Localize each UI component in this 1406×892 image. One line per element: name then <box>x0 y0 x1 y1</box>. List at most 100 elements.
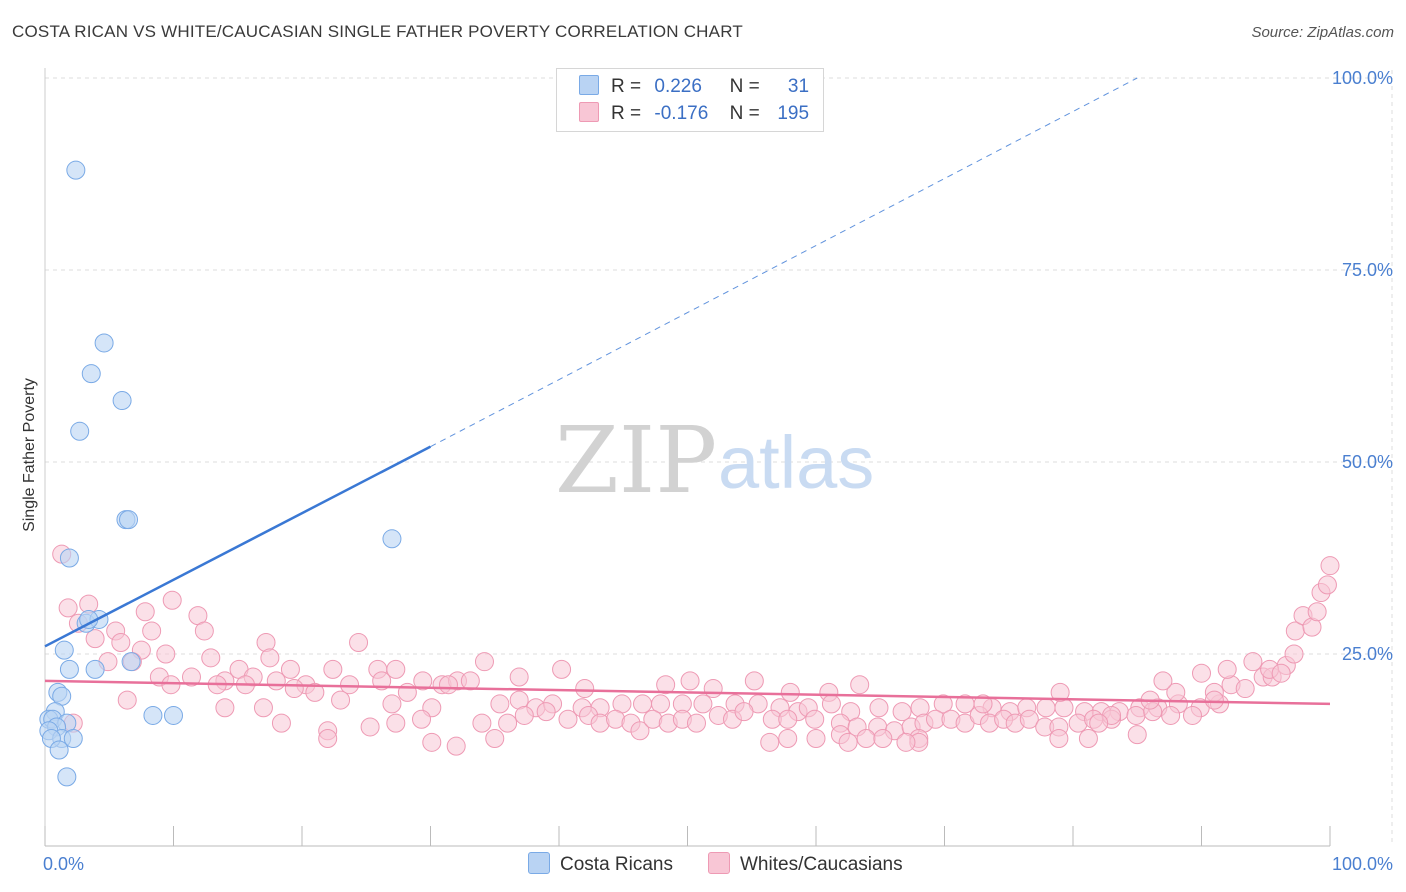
costa-ricans-point <box>57 767 77 787</box>
whites-point <box>806 728 826 748</box>
bottom-legend-pink-label: Whites/Caucasians <box>740 854 903 875</box>
whites-point <box>973 694 993 714</box>
correlation-legend: R = 0.226 N = 31 R = -0.176 N = 195 <box>556 68 824 132</box>
whites-point <box>194 621 214 641</box>
whites-point <box>856 728 876 748</box>
whites-point <box>372 671 392 691</box>
whites-point <box>1284 644 1304 664</box>
whites-point <box>58 598 78 618</box>
whites-point <box>142 621 162 641</box>
whites-points <box>52 544 1340 756</box>
whites-point <box>703 679 723 699</box>
legend-pink-r: -0.176 <box>654 103 709 124</box>
costa-ricans-point <box>59 548 79 568</box>
costa-ricans-point <box>382 529 402 549</box>
whites-point <box>514 705 534 725</box>
whites-point <box>933 694 953 714</box>
bottom-legend-costa-ricans: Costa Ricans <box>528 852 673 876</box>
tick-labels: 25.0% 50.0% 75.0% 100.0% 0.0% 100.0% <box>43 68 1393 874</box>
whites-point <box>1320 556 1340 576</box>
legend-blue-n: 31 <box>787 76 810 97</box>
bottom-legend-whites: Whites/Caucasians <box>708 852 903 876</box>
costa-ricans-point <box>54 640 74 660</box>
whites-point <box>280 659 300 679</box>
whites-point <box>156 644 176 664</box>
whites-point <box>656 675 676 695</box>
whites-point <box>575 679 595 699</box>
whites-point <box>1235 679 1255 699</box>
x-tick-label-min: 0.0% <box>43 854 84 874</box>
whites-point <box>1204 690 1224 710</box>
whites-point <box>85 629 105 649</box>
whites-point <box>382 694 402 714</box>
whites-point <box>318 728 338 748</box>
whites-point <box>460 671 480 691</box>
whites-point <box>117 690 137 710</box>
whites-point <box>215 698 235 718</box>
trend-lines <box>44 77 1331 706</box>
whites-point <box>323 659 343 679</box>
costa-ricans-point <box>59 659 79 679</box>
whites-point <box>446 736 466 756</box>
legend-n-label: N = <box>729 103 760 124</box>
legend-blue-r: 0.226 <box>654 76 702 97</box>
whites-point <box>490 694 510 714</box>
whites-point <box>1192 663 1211 683</box>
pink-swatch <box>579 102 599 122</box>
y-tick-label: 50.0% <box>1342 452 1393 472</box>
whites-point <box>340 675 360 695</box>
whites-point <box>181 667 201 687</box>
legend-n-label: N = <box>729 76 760 97</box>
legend-r-label: R = <box>611 76 642 97</box>
whites-point <box>498 713 518 733</box>
whites-point <box>284 679 304 699</box>
whites-point <box>1161 705 1181 725</box>
y-axis-label: Single Father Poverty <box>21 378 38 532</box>
costa-ricans-point <box>70 421 90 441</box>
whites-point <box>873 728 893 748</box>
whites-point <box>1078 728 1098 748</box>
whites-point <box>474 652 494 672</box>
pink-swatch <box>708 852 730 874</box>
whites-point <box>201 648 221 668</box>
blue-swatch <box>579 75 599 95</box>
whites-point <box>253 698 273 718</box>
whites-point <box>349 632 369 652</box>
whites-point <box>1307 602 1327 622</box>
whites-point <box>1317 575 1337 595</box>
whites-point <box>734 702 754 722</box>
whites-point <box>558 709 578 729</box>
whites-point <box>869 698 889 718</box>
whites-point <box>680 671 700 691</box>
whites-point <box>111 632 131 652</box>
chart-source: Source: ZipAtlas.com <box>1251 24 1394 41</box>
watermark-zip: ZIP <box>555 407 717 514</box>
whites-point <box>1049 728 1069 748</box>
watermark: ZIP atlas <box>555 407 874 514</box>
whites-point <box>760 732 780 752</box>
whites-point <box>838 732 858 752</box>
whites-point <box>744 671 764 691</box>
whites-point <box>633 694 653 714</box>
costa-ricans-point <box>164 705 183 725</box>
y-tick-label: 100.0% <box>1332 68 1393 88</box>
costa-ricans-point <box>121 652 141 672</box>
whites-point <box>630 721 650 741</box>
whites-point <box>693 694 713 714</box>
blue-swatch <box>528 852 550 874</box>
costa-ricans-point <box>66 160 86 180</box>
whites-point <box>135 602 155 622</box>
whites-point <box>386 659 406 679</box>
whites-point <box>1153 671 1173 691</box>
whites-point <box>1243 652 1263 672</box>
costa-ricans-point <box>81 364 101 384</box>
whites-point <box>260 648 280 668</box>
grid-lines <box>45 70 1393 846</box>
whites-point <box>360 717 380 737</box>
whites-point <box>413 671 433 691</box>
costa-ricans-point <box>94 333 114 353</box>
whites-point <box>850 675 870 695</box>
whites-point <box>1126 705 1146 725</box>
whites-point <box>892 702 912 722</box>
costa-ricans-point <box>63 728 83 748</box>
